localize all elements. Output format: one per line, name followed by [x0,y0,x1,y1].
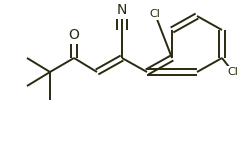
Text: Cl: Cl [150,9,160,19]
Text: O: O [68,28,79,42]
Text: Cl: Cl [228,67,239,77]
Text: N: N [117,3,127,17]
